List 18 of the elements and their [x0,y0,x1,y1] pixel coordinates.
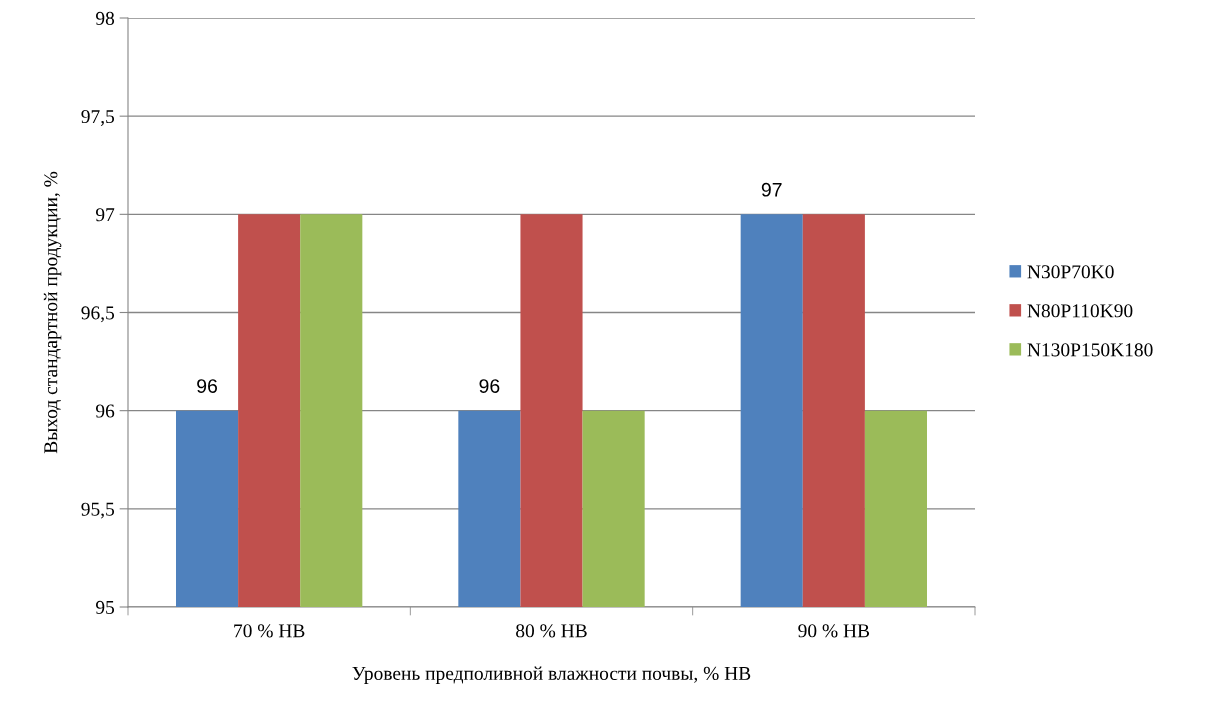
data-label: 97 [761,182,782,197]
x-axis-title: Уровень предполивной влажности почвы, % НВ [352,666,751,684]
y-tick-label: 95,5 [81,502,115,519]
y-tick-label: 96,5 [81,306,115,323]
legend-label: N130P150K180 [1027,343,1153,357]
y-tick-label: 98 [95,11,115,25]
y-axis-title: Выход стандартной продукции, % [43,171,62,454]
y-tick-label: 96 [95,404,115,418]
x-tick-label: 90 % НВ [798,624,870,638]
y-tick-label: 95 [95,600,115,614]
legend-label: N80P110K90 [1027,304,1133,318]
y-tick-label: 97 [95,208,115,222]
legend-label: N30P70K0 [1027,265,1114,279]
data-label: 96 [479,379,500,393]
x-tick-label: 80 % НВ [516,624,587,638]
data-label: 96 [197,379,218,393]
y-tick-label: 97,5 [81,110,115,126]
x-tick-label: 70 % НВ [234,624,305,638]
